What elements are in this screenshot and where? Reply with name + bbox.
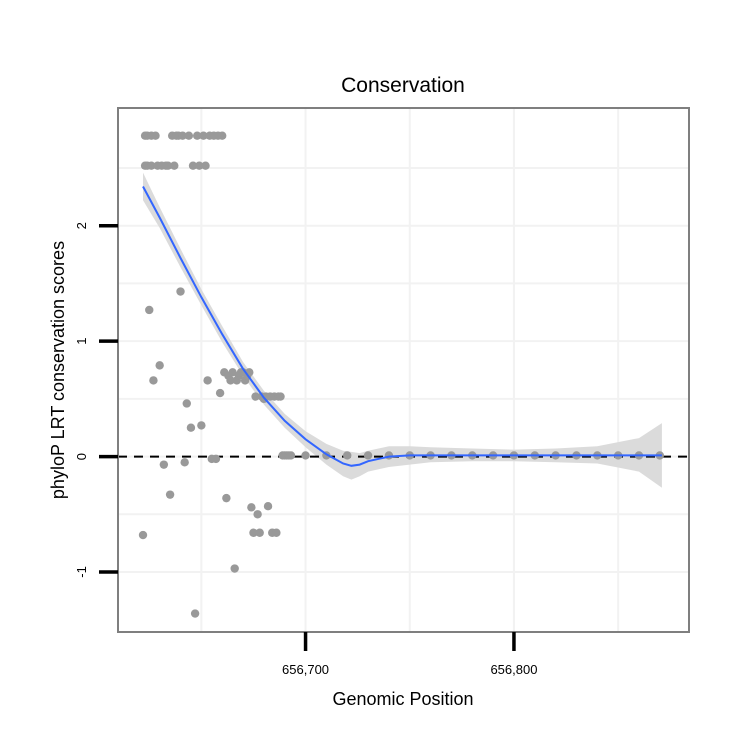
data-point: [195, 161, 204, 170]
y-tick-label: 0: [74, 453, 89, 460]
data-point: [151, 131, 160, 140]
data-point: [190, 609, 200, 618]
data-point: [363, 451, 373, 460]
smooth-line: [142, 186, 662, 467]
data-point: [165, 490, 175, 499]
y-tick-label: 2: [74, 222, 89, 229]
data-point: [186, 423, 196, 432]
data-point: [180, 458, 189, 467]
data-point: [230, 564, 239, 573]
data-point: [249, 528, 258, 537]
x-tick-label: 656,700: [282, 662, 329, 677]
y-tick-label: -1: [74, 566, 89, 578]
panel-border: [117, 107, 690, 633]
data-point: [178, 131, 187, 140]
x-axis-title: Genomic Position: [332, 689, 473, 709]
data-point: [226, 376, 235, 385]
x-axis-ticks: 656,700 656,800: [282, 632, 537, 677]
data-point: [384, 451, 394, 460]
chart-title: Conservation: [341, 74, 465, 97]
data-point: [272, 528, 281, 537]
data-point: [149, 376, 158, 385]
data-point: [159, 460, 169, 469]
data-point: [138, 530, 148, 540]
data-point: [184, 131, 194, 140]
data-point: [286, 451, 296, 460]
data-point: [255, 528, 264, 537]
data-point: [211, 454, 221, 464]
data-point: [222, 493, 231, 503]
data-point: [182, 399, 191, 408]
y-tick-label: 1: [74, 338, 89, 345]
data-point: [228, 368, 237, 377]
data-point: [263, 501, 273, 511]
data-point: [145, 305, 154, 315]
data-point: [301, 451, 310, 460]
data-point: [163, 161, 173, 170]
data-point: [147, 161, 156, 170]
data-point: [201, 161, 210, 170]
x-tick-label: 656,800: [490, 662, 537, 677]
data-point: [155, 361, 164, 370]
data-point: [170, 161, 179, 170]
data-point: [188, 161, 198, 170]
data-point: [176, 287, 185, 296]
data-point: [192, 131, 202, 140]
y-axis-ticks: -1 0 1 2: [74, 222, 118, 578]
data-point: [203, 376, 212, 385]
data-point: [197, 421, 206, 430]
data-point: [251, 392, 260, 401]
data-point: [276, 392, 285, 401]
data-point: [253, 510, 262, 519]
y-axis-title: phyloP LRT conservation scores: [48, 241, 68, 499]
grid: [118, 108, 689, 632]
data-point: [215, 388, 225, 398]
data-point: [343, 451, 352, 460]
data-point: [199, 131, 208, 140]
data-point: [217, 131, 227, 140]
data-point: [247, 503, 256, 512]
